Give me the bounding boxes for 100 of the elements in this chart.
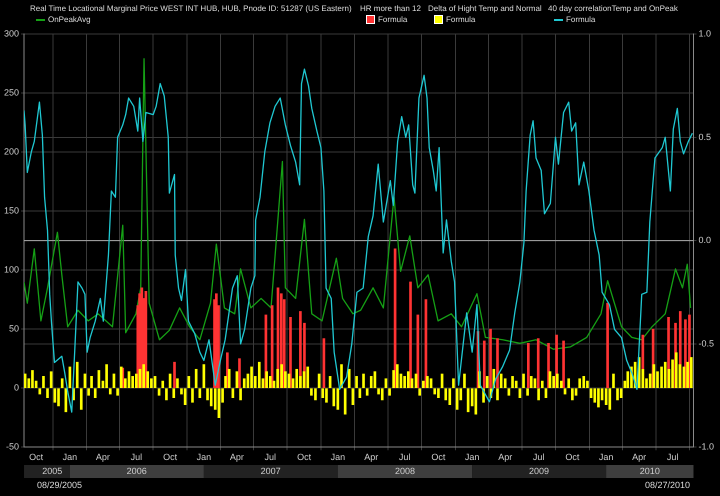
bar xyxy=(463,374,466,388)
bar xyxy=(652,364,656,388)
bar xyxy=(489,328,492,388)
bar xyxy=(94,388,97,398)
bar xyxy=(54,388,56,403)
bar xyxy=(578,378,582,388)
bar xyxy=(496,388,499,400)
bar xyxy=(76,362,79,388)
bar xyxy=(306,366,310,388)
bar xyxy=(582,376,586,388)
y-tick-label: 200 xyxy=(4,146,20,157)
bar xyxy=(165,388,168,400)
text: 40 day correlationTemp and OnPeak xyxy=(548,3,678,14)
bar xyxy=(358,388,362,398)
bar xyxy=(362,374,365,388)
bar xyxy=(500,374,502,388)
bar xyxy=(544,388,548,398)
bar xyxy=(534,378,536,388)
bar xyxy=(418,388,422,396)
x-tick-label: Jul xyxy=(532,452,544,462)
y2-tick-label: 0.0 xyxy=(698,235,712,246)
bar xyxy=(530,376,533,388)
bar xyxy=(87,388,90,396)
bar xyxy=(396,364,399,388)
bar xyxy=(690,357,693,388)
y2-tick-label: 0.5 xyxy=(698,132,712,142)
x-tick-label: Apr xyxy=(498,452,512,462)
bar xyxy=(556,374,559,388)
bar xyxy=(608,388,612,410)
bar xyxy=(456,388,458,410)
bar xyxy=(80,388,83,410)
bar xyxy=(571,388,574,400)
bar xyxy=(98,370,100,388)
bar xyxy=(154,376,156,388)
bar xyxy=(84,374,86,388)
x-tick-label: Oct xyxy=(565,452,580,462)
bar xyxy=(674,352,678,388)
y-tick-label: 250 xyxy=(4,88,20,98)
bar xyxy=(314,388,317,400)
bar xyxy=(620,388,623,398)
bar xyxy=(161,380,164,388)
bar xyxy=(526,342,530,388)
bar xyxy=(664,362,667,388)
y2-tick-label: 1.0 xyxy=(698,28,712,38)
bar xyxy=(433,388,436,394)
x2-tick-label: 2009 xyxy=(528,466,549,476)
bar xyxy=(158,388,160,396)
bar xyxy=(374,371,376,388)
bar xyxy=(496,338,499,388)
bar xyxy=(482,340,486,388)
x-tick-label: Oct xyxy=(297,452,312,462)
legend-label: OnPeakAvg xyxy=(48,14,91,25)
bar xyxy=(228,368,231,388)
bar xyxy=(597,388,600,408)
bar xyxy=(295,368,298,388)
bar xyxy=(426,376,429,388)
bar xyxy=(380,388,384,400)
text: Delta of Hight Temp and Normal xyxy=(428,3,542,14)
bar xyxy=(64,388,68,412)
bar xyxy=(388,388,391,396)
x-tick-label: Apr xyxy=(632,452,646,462)
bar xyxy=(325,388,328,403)
bar xyxy=(172,388,176,398)
bar xyxy=(437,388,440,398)
bar xyxy=(258,362,261,388)
x2-tick-label: 2006 xyxy=(126,466,147,476)
bar xyxy=(348,368,351,388)
bar xyxy=(50,371,53,388)
x-tick-label: Apr xyxy=(96,452,110,462)
bar xyxy=(448,388,452,406)
y-tick-label: 150 xyxy=(4,206,20,216)
y2-tick-label: -0.5 xyxy=(698,338,714,348)
bar xyxy=(176,378,179,388)
x-tick-label: Jan xyxy=(196,452,212,462)
bar xyxy=(288,374,290,388)
bar xyxy=(355,376,358,388)
x2-tick-label: 2007 xyxy=(260,466,281,476)
x-tick-label: Oct xyxy=(163,452,178,462)
bar xyxy=(112,374,116,388)
x-tick-label: Apr xyxy=(230,452,244,462)
bar xyxy=(218,388,220,418)
bar xyxy=(198,388,202,398)
bar xyxy=(42,376,45,388)
legend-label: Formula xyxy=(446,14,476,25)
bar xyxy=(328,376,332,388)
bar xyxy=(562,340,565,388)
bar xyxy=(250,366,253,388)
bar xyxy=(232,388,234,398)
legend-label: Formula xyxy=(378,14,408,25)
bar xyxy=(31,370,34,388)
bar xyxy=(474,388,478,414)
bar xyxy=(606,302,609,388)
x-tick-label: Jul xyxy=(130,452,142,462)
bar xyxy=(430,378,432,388)
bar xyxy=(194,368,198,388)
x-tick-label: Jan xyxy=(62,452,78,462)
x-tick-label: Jan xyxy=(330,452,346,462)
bar xyxy=(210,388,213,406)
bar xyxy=(511,376,514,388)
y-tick-label: 300 xyxy=(4,28,20,38)
